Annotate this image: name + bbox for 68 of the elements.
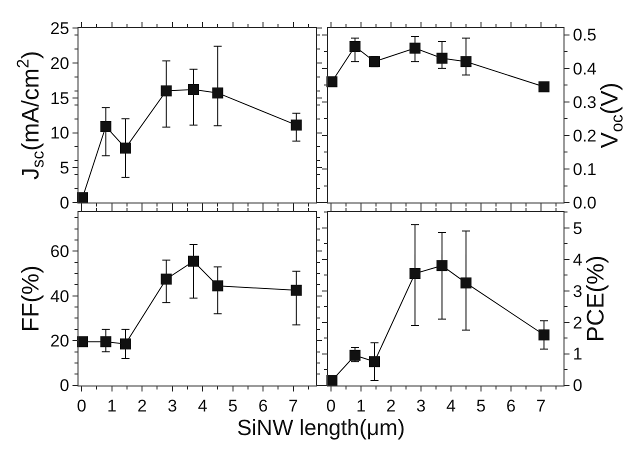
point <box>290 120 302 131</box>
y-tick-label: 4 <box>572 250 582 270</box>
y-tick-label: 1 <box>572 344 582 364</box>
y-tick-label: 3 <box>572 282 582 301</box>
x-tick-label: 2 <box>137 396 147 416</box>
y-tick-label: 0.3 <box>572 92 597 112</box>
point <box>538 81 550 92</box>
y-tick-label: 0 <box>572 376 582 396</box>
point <box>100 336 112 348</box>
y-tick-label: 40 <box>50 286 70 306</box>
y-tick-label: 20 <box>50 332 70 351</box>
y-tick-label: 0.5 <box>572 26 597 45</box>
x-tick-label: 0 <box>76 396 86 416</box>
point <box>188 256 200 267</box>
y-tick-label: 60 <box>50 242 70 262</box>
x-tick-label: 4 <box>446 396 456 416</box>
point <box>538 329 550 340</box>
x-tick-label: 7 <box>288 396 298 416</box>
y-tick-label: 0.2 <box>572 126 597 146</box>
y-tick-label: 5 <box>60 158 70 178</box>
point <box>160 85 172 96</box>
x-tick-label: 0 <box>326 396 336 416</box>
y-tick-label: 0.1 <box>572 160 597 179</box>
y-axis-title: FF(%) <box>17 265 44 332</box>
point <box>349 41 360 52</box>
x-tick-label: 6 <box>506 396 516 416</box>
y-tick-label: 0.4 <box>572 59 597 78</box>
y-tick-label: 10 <box>50 124 70 143</box>
y-tick-label: 5 <box>572 218 582 238</box>
x-tick-label: 6 <box>258 396 268 416</box>
point <box>100 120 112 132</box>
point <box>460 56 472 68</box>
point <box>77 336 88 348</box>
y-tick-label: 0.0 <box>572 194 597 212</box>
x-tick-label: 3 <box>416 396 426 416</box>
x-tick-label: 3 <box>168 396 178 416</box>
point <box>349 350 360 361</box>
y-tick-label: 20 <box>50 54 70 73</box>
y-tick-label: 0 <box>60 194 70 212</box>
point <box>436 260 448 272</box>
y-axis-title: PCE(%) <box>582 255 610 342</box>
point <box>409 42 420 54</box>
point <box>326 375 338 386</box>
y-tick-label: 2 <box>572 313 582 332</box>
point <box>326 76 338 88</box>
x-tick-label: 7 <box>536 396 546 416</box>
point <box>409 268 420 279</box>
point <box>188 84 200 95</box>
point <box>290 284 302 296</box>
point <box>212 280 224 292</box>
x-axis-title: SiNW length(μm) <box>237 415 405 440</box>
x-tick-label: 1 <box>107 396 117 416</box>
x-tick-label: 4 <box>198 396 208 416</box>
y-tick-label: 0 <box>60 376 70 396</box>
point <box>212 87 224 98</box>
y-tick-label: 15 <box>50 88 70 108</box>
point <box>77 192 88 204</box>
x-tick-label: 5 <box>476 396 486 416</box>
point <box>160 274 172 285</box>
point <box>120 142 131 154</box>
point <box>368 356 380 368</box>
x-tick-label: 1 <box>356 396 366 416</box>
x-tick-label: 2 <box>386 396 396 416</box>
point <box>436 52 448 64</box>
x-tick-label: 5 <box>228 396 238 416</box>
point <box>460 277 472 288</box>
y-tick-label: 25 <box>50 19 70 38</box>
point <box>120 338 131 350</box>
